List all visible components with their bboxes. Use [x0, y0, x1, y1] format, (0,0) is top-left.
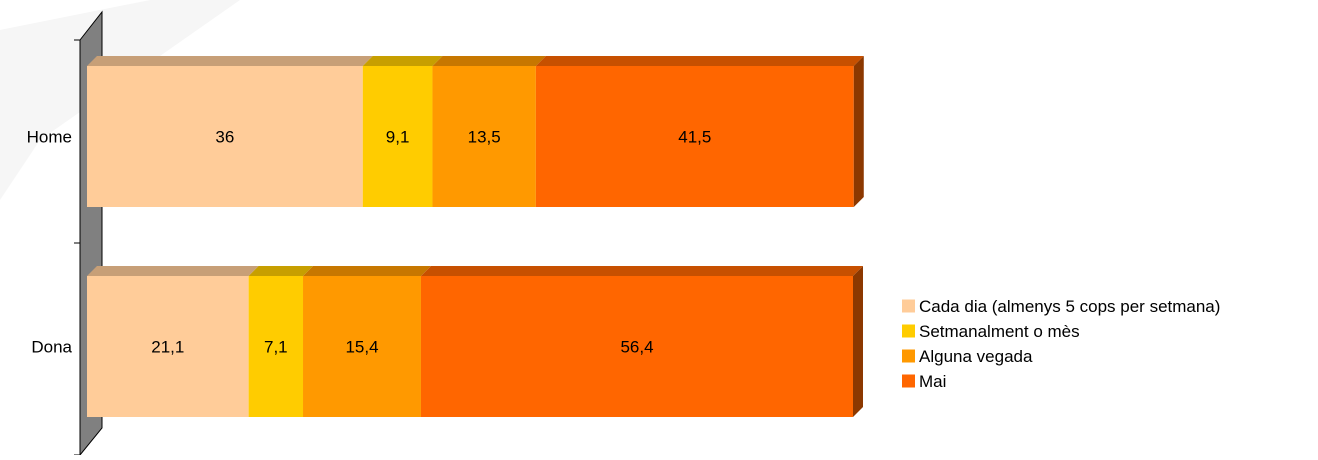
- data-label: 21,1: [151, 338, 184, 357]
- bar-segment: [87, 276, 249, 417]
- bar-top-face: [248, 266, 314, 276]
- bar-top-face: [87, 56, 373, 66]
- data-label: 15,4: [345, 338, 378, 357]
- category-label: Home: [27, 128, 72, 147]
- category-label: Dona: [31, 338, 72, 357]
- bar-segment: [432, 66, 536, 207]
- data-label: 36: [215, 128, 234, 147]
- bar-top-face: [87, 266, 259, 276]
- background-shade: [0, 0, 240, 200]
- legend-label: Setmanalment o mès: [919, 322, 1080, 341]
- data-label: 41,5: [678, 128, 711, 147]
- bar-top-face: [362, 56, 443, 66]
- legend-label: Mai: [919, 372, 946, 391]
- bar-top-face: [303, 266, 431, 276]
- legend: Cada dia (almenys 5 cops per setmana) Set…: [902, 297, 1220, 391]
- bar-segment: [303, 276, 421, 417]
- legend-label: Cada dia (almenys 5 cops per setmana): [919, 297, 1220, 316]
- bar-top-face: [432, 56, 546, 66]
- legend-swatch: [902, 299, 915, 313]
- legend-item: Setmanalment o mès: [902, 322, 1080, 341]
- bar-top-face: [535, 56, 864, 66]
- data-label: 9,1: [386, 128, 410, 147]
- bar-segment: [420, 276, 853, 417]
- legend-swatch: [902, 349, 915, 363]
- legend-label: Alguna vegada: [919, 347, 1033, 366]
- bar-segment: [87, 66, 363, 207]
- bar-segment: [535, 66, 854, 207]
- bar-segment: [362, 66, 433, 207]
- bar-segment: [248, 276, 304, 417]
- bars-layer: 36 9,1 13,5 41,5 Home 21,1 7,1 15,4 56,4 Dona: [0, 0, 864, 457]
- legend-item: Cada dia (almenys 5 cops per setmana): [902, 297, 1220, 316]
- data-label: 56,4: [620, 338, 653, 357]
- bar-side-face: [853, 56, 864, 207]
- legend-item: Alguna vegada: [902, 347, 1033, 366]
- legend-swatch: [902, 324, 915, 338]
- bar-top-face: [420, 266, 863, 276]
- bar-side-face: [853, 266, 863, 417]
- bar-group-home: 36 9,1 13,5 41,5 Home: [27, 56, 864, 207]
- bar-group-dona: 21,1 7,1 15,4 56,4 Dona: [31, 266, 863, 417]
- data-label: 7,1: [264, 338, 288, 357]
- legend-item: Mai: [902, 372, 946, 391]
- legend-swatch: [902, 374, 915, 388]
- data-label: 13,5: [468, 128, 501, 147]
